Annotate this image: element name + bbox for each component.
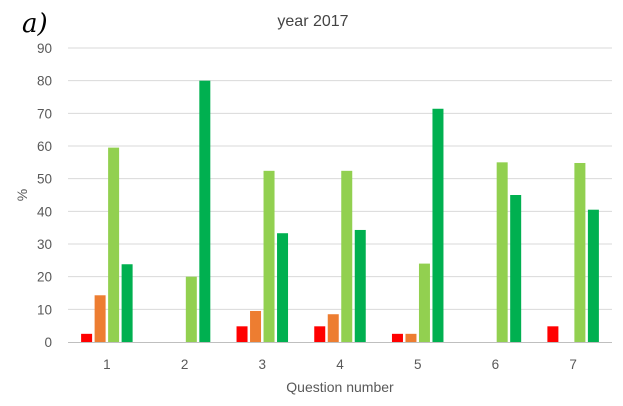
- bar-q6-s3: [496, 162, 508, 342]
- y-tick-label: 80: [37, 74, 52, 89]
- x-tick-label: 6: [492, 357, 500, 372]
- y-tick-label: 70: [37, 106, 52, 121]
- y-tick-label: 20: [37, 270, 52, 285]
- x-tick-label: 5: [414, 357, 422, 372]
- bar-q4-s4: [354, 229, 366, 342]
- bar-q2-s3: [185, 276, 197, 342]
- bar-q6-s4: [510, 195, 522, 342]
- y-tick-labels: 0 10 20 30 40 50 60 70 80 90: [37, 41, 52, 350]
- bar-q5-s3: [418, 263, 430, 342]
- bar-q7-s1: [547, 326, 559, 342]
- y-tick-label: 50: [37, 172, 52, 187]
- y-tick-label: 10: [37, 302, 52, 317]
- y-tick-label: 60: [37, 139, 52, 154]
- x-axis-title: Question number: [286, 379, 394, 395]
- bar-q1-s2: [94, 295, 106, 342]
- panel-label: a): [22, 9, 48, 39]
- bar-q3-s4: [277, 233, 289, 342]
- x-tick-labels: 1 2 3 4 5 6 7: [103, 357, 577, 372]
- x-tick-label: 1: [103, 357, 111, 372]
- bar-q4-s2: [327, 314, 339, 342]
- bar-q5-s2: [405, 333, 417, 342]
- y-gridlines: [68, 47, 612, 310]
- y-tick-label: 40: [37, 204, 52, 219]
- bar-q1-s3: [108, 147, 120, 342]
- x-tick-label: 4: [336, 357, 344, 372]
- y-tick-label: 0: [44, 335, 52, 350]
- bar-q1-s1: [81, 333, 93, 342]
- bar-q3-s1: [236, 326, 248, 342]
- x-tick-label: 7: [569, 357, 577, 372]
- bar-q7-s4: [587, 209, 599, 342]
- chart-title: year 2017: [277, 13, 348, 30]
- bars: [81, 80, 599, 343]
- bar-q5-s1: [391, 333, 403, 342]
- bar-q5-s4: [432, 108, 444, 342]
- x-tick-label: 2: [181, 357, 189, 372]
- x-tick-label: 3: [259, 357, 267, 372]
- y-tick-label: 30: [37, 237, 52, 252]
- bar-q1-s4: [121, 264, 133, 342]
- bar-q4-s3: [341, 170, 353, 342]
- bar-q7-s3: [574, 162, 586, 342]
- bar-q3-s2: [250, 310, 262, 342]
- bar-q3-s3: [263, 170, 275, 342]
- bar-q4-s1: [314, 326, 326, 342]
- bar-q2-s4: [199, 80, 211, 343]
- y-tick-label: 90: [37, 41, 52, 56]
- y-axis-title: %: [14, 189, 30, 201]
